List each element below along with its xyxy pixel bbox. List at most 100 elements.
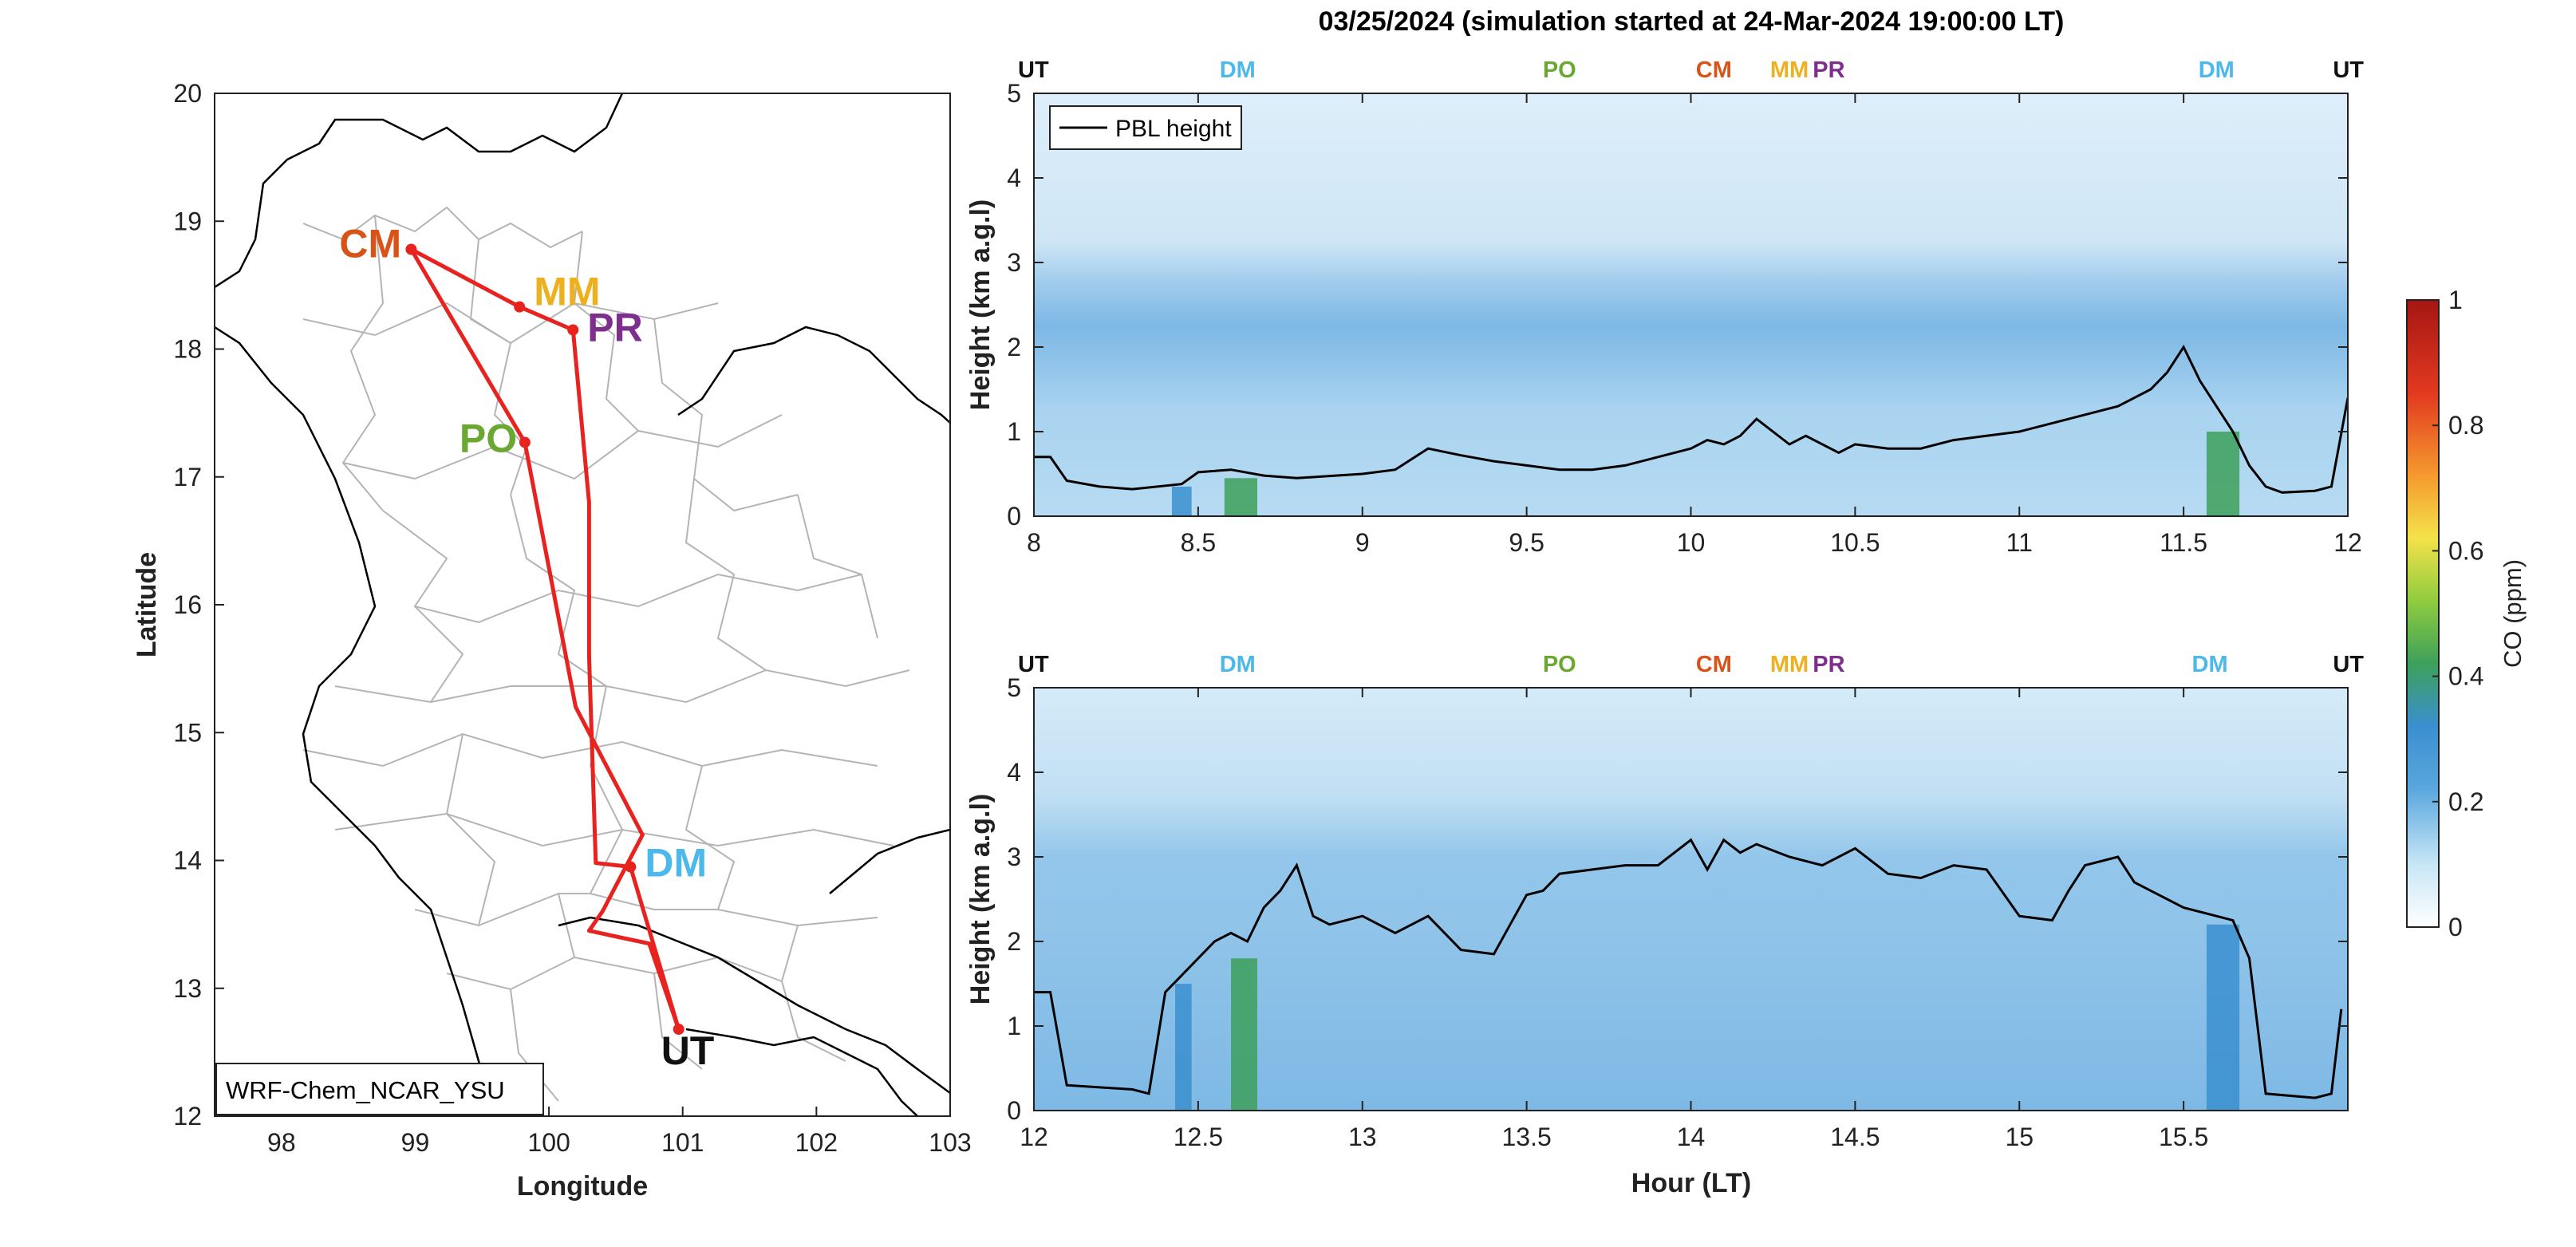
site-dot-mm <box>514 301 526 313</box>
map-ytick-label: 12 <box>173 1102 202 1131</box>
curtain-top-background <box>1034 93 2348 516</box>
site-dot-dm <box>625 861 637 873</box>
xtick-label: 12 <box>1020 1123 1048 1151</box>
map-ytick-label: 14 <box>173 846 202 875</box>
xtick-label: 14.5 <box>1830 1123 1880 1151</box>
ytick-label: 5 <box>1007 673 1021 702</box>
site-marker-ut: UT <box>2333 652 2364 677</box>
xtick-label: 8.5 <box>1181 528 1216 557</box>
map-ytick-label: 18 <box>173 335 202 364</box>
co-enhancements-bottom <box>1175 924 2240 1111</box>
xtick-label: 15 <box>2005 1123 2034 1151</box>
xtick-label: 11 <box>2006 528 2033 557</box>
ytick-label: 0 <box>1007 502 1021 531</box>
curtain-top-ylabel: Height (km a.g.l) <box>965 199 996 410</box>
curtain-bottom-ylabel: Height (km a.g.l) <box>965 794 996 1004</box>
colorbar-tick-label: 1 <box>2448 286 2463 314</box>
map-ytick-label: 17 <box>173 463 202 491</box>
legend: PBL height <box>1049 105 1242 150</box>
ytick-label: 0 <box>1007 1096 1021 1125</box>
ytick-label: 3 <box>1007 843 1021 871</box>
country-borders <box>215 93 950 1116</box>
xtick-label: 15.5 <box>2159 1123 2208 1151</box>
pbl-line-bottom <box>1034 838 2343 1099</box>
site-labels-top: UT DM PO CM MM PR DM UT <box>1018 57 2364 83</box>
model-label: WRF-Chem_NCAR_YSU <box>226 1076 505 1104</box>
xtick-label: 12 <box>2333 528 2362 557</box>
site-marker-pr: PR <box>1813 57 1844 83</box>
co-enhancement-cell <box>2206 924 2240 1111</box>
map-xtick-label: 101 <box>661 1128 704 1157</box>
co-enhancement-cell <box>1231 958 1257 1111</box>
site-marker-ut: UT <box>1018 652 1049 677</box>
xtick-label: 10.5 <box>1830 528 1880 557</box>
map-ytick-label: 13 <box>173 974 202 1003</box>
colorbar-gradient <box>2406 299 2440 928</box>
map-ticks: 98 99 100 101 102 103 12 13 14 15 16 17 18 19 20 <box>173 79 971 1157</box>
site-label-po: PO <box>460 416 517 460</box>
legend-label: PBL height <box>1115 116 1232 142</box>
co-enhancement-cell <box>1171 486 1192 516</box>
site-marker-cm: CM <box>1696 57 1732 83</box>
site-marker-dm: DM <box>2192 652 2228 677</box>
site-labels-bottom: UT DM PO CM MM PR DM UT <box>1018 652 2364 677</box>
colorbar-tick-label: 0.6 <box>2448 536 2483 565</box>
map-ylabel: Latitude <box>132 552 162 657</box>
xtick-label: 10 <box>1677 528 1706 557</box>
province-boundaries <box>302 206 910 1102</box>
xtick-label: 13 <box>1348 1123 1377 1151</box>
site-marker-po: PO <box>1543 57 1576 83</box>
map-ytick-label: 16 <box>173 590 202 619</box>
ytick-label: 1 <box>1007 1012 1021 1040</box>
map-background <box>215 93 950 1116</box>
map-ytick-label: 19 <box>173 207 202 235</box>
ytick-label: 4 <box>1007 164 1021 192</box>
map-xtick-label: 100 <box>527 1128 570 1157</box>
colorbar-ticks: 0 0.2 0.4 0.6 0.8 1 <box>2432 286 2483 941</box>
ytick-label: 4 <box>1007 758 1021 787</box>
map-ytick-label: 20 <box>173 79 202 108</box>
xtick-label: 11.5 <box>2160 528 2207 557</box>
map-xtick-label: 102 <box>795 1128 838 1157</box>
colorbar-tick-label: 0 <box>2448 913 2463 941</box>
ytick-label: 1 <box>1007 417 1021 446</box>
map-xtick-label: 103 <box>929 1128 971 1157</box>
xtick-label: 13.5 <box>1501 1123 1551 1151</box>
site-marker-mm: MM <box>1770 652 1809 677</box>
co-enhancement-cell <box>1175 984 1192 1111</box>
site-marker-ut: UT <box>1018 57 1049 83</box>
site-marker-ut: UT <box>2333 57 2364 83</box>
xtick-label: 8 <box>1027 528 1041 557</box>
co-enhancement-cell <box>1224 478 1257 516</box>
site-marker-dm: DM <box>1220 57 1256 83</box>
site-marker-dm: DM <box>2199 57 2235 83</box>
site-dot-ut <box>673 1024 684 1036</box>
site-marker-mm: MM <box>1770 57 1809 83</box>
ytick-label: 3 <box>1007 248 1021 277</box>
map-ytick-label: 15 <box>173 718 202 747</box>
site-marker-cm: CM <box>1696 652 1732 677</box>
site-label-pr: PR <box>587 305 642 349</box>
site-label-ut: UT <box>661 1028 715 1073</box>
colorbar: 0 0.2 0.4 0.6 0.8 1 CO (ppm) <box>2406 286 2527 941</box>
map-xtick-label: 98 <box>267 1128 296 1157</box>
colorbar-tick-label: 0.8 <box>2448 411 2483 440</box>
site-marker-po: PO <box>1543 652 1576 677</box>
site-marker-pr: PR <box>1813 652 1844 677</box>
site-dot-po <box>519 436 531 448</box>
site-label-mm: MM <box>534 270 600 314</box>
site-marker-dm: DM <box>1220 652 1256 677</box>
ytick-label: 2 <box>1007 333 1021 361</box>
co-enhancements-top <box>1171 432 2240 516</box>
pbl-line-top <box>1034 344 2348 494</box>
site-dot-cm <box>405 243 417 255</box>
model-label-box <box>215 1063 544 1115</box>
map-xtick-label: 99 <box>401 1128 430 1157</box>
site-label-dm: DM <box>645 841 707 886</box>
colorbar-tick-label: 0.4 <box>2448 662 2483 691</box>
xtick-label: 14 <box>1677 1123 1706 1151</box>
